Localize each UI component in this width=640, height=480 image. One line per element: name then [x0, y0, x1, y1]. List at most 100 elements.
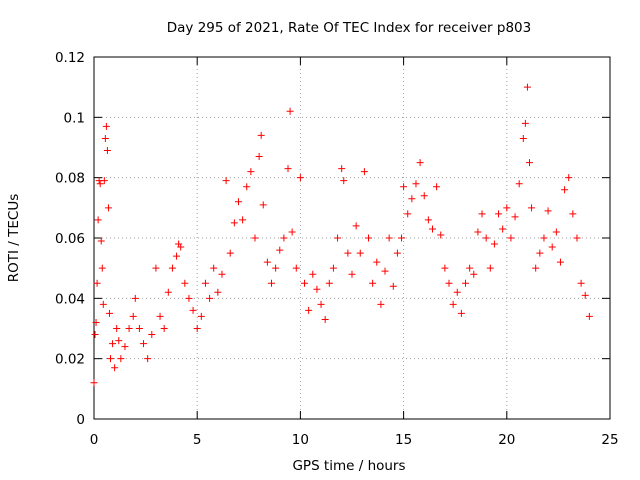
data-points: [90, 83, 593, 387]
data-point: [552, 228, 560, 236]
data-point: [528, 204, 536, 212]
data-point: [457, 309, 465, 317]
data-point: [121, 343, 129, 351]
data-point: [441, 264, 449, 272]
data-point: [369, 279, 377, 287]
data-point: [214, 288, 222, 296]
data-point: [156, 312, 164, 320]
data-point: [201, 279, 209, 287]
data-point: [569, 210, 577, 218]
data-point: [393, 249, 401, 257]
data-point: [329, 264, 337, 272]
data-point: [377, 300, 385, 308]
data-point: [511, 213, 519, 221]
data-point: [148, 331, 156, 339]
data-point: [301, 279, 309, 287]
data-point: [340, 177, 348, 185]
data-point: [94, 216, 102, 224]
data-point: [125, 325, 133, 332]
data-point: [437, 231, 445, 239]
data-point: [317, 300, 325, 308]
data-point: [101, 134, 109, 142]
data-point: [499, 225, 507, 233]
data-point: [360, 168, 368, 176]
data-point: [398, 234, 406, 242]
data-point: [548, 243, 556, 251]
data-point: [561, 186, 569, 194]
data-point: [544, 207, 552, 215]
data-point: [251, 234, 259, 242]
data-point: [96, 180, 104, 188]
data-point: [466, 264, 474, 272]
y-tick-label: 0.12: [55, 50, 85, 66]
data-point: [536, 249, 544, 257]
data-point: [105, 309, 113, 317]
data-point: [478, 210, 486, 218]
data-point: [585, 312, 593, 320]
data-point: [348, 270, 356, 278]
data-point: [404, 210, 412, 218]
data-point: [453, 288, 461, 296]
data-point: [99, 300, 107, 308]
data-point: [305, 306, 313, 314]
data-point: [521, 119, 529, 127]
data-point: [389, 282, 397, 290]
data-point: [292, 264, 300, 272]
data-point: [234, 198, 242, 206]
data-point: [239, 216, 247, 224]
data-point: [433, 183, 441, 191]
data-point: [144, 355, 152, 363]
data-point: [296, 174, 304, 182]
data-point: [181, 279, 189, 287]
data-point: [189, 306, 197, 314]
grid-lines: [94, 57, 610, 419]
data-point: [90, 379, 98, 387]
data-point: [532, 264, 540, 272]
data-point: [385, 234, 393, 242]
data-point: [135, 325, 143, 332]
data-point: [226, 249, 234, 257]
data-point: [573, 234, 581, 242]
data-point: [104, 204, 112, 212]
data-point: [503, 204, 511, 212]
data-point: [115, 337, 123, 345]
x-tick-label: 10: [292, 432, 309, 448]
data-point: [373, 258, 381, 266]
data-point: [408, 195, 416, 203]
data-point: [523, 83, 531, 91]
data-point: [259, 201, 267, 209]
data-point: [129, 312, 137, 320]
y-tick-label: 0.08: [55, 171, 85, 187]
data-point: [412, 180, 420, 188]
data-point: [168, 264, 176, 272]
data-point: [276, 246, 284, 254]
data-point: [313, 285, 321, 293]
data-point: [321, 315, 329, 323]
data-point: [309, 270, 317, 278]
data-point: [515, 180, 523, 188]
data-point: [160, 325, 168, 332]
data-point: [152, 264, 160, 272]
data-point: [352, 222, 360, 230]
data-point: [526, 159, 534, 167]
data-point: [470, 270, 478, 278]
data-point: [495, 210, 503, 218]
data-point: [230, 219, 238, 227]
data-point: [257, 131, 265, 139]
y-tick-label: 0.02: [55, 352, 85, 368]
data-point: [581, 291, 589, 299]
data-point: [449, 300, 457, 308]
data-point: [286, 107, 294, 115]
data-point: [164, 288, 172, 296]
x-axis-label: GPS time / hours: [292, 458, 405, 474]
data-point: [474, 228, 482, 236]
data-point: [177, 243, 185, 251]
data-point: [482, 234, 490, 242]
x-tick-label: 20: [498, 432, 515, 448]
data-point: [416, 159, 424, 167]
data-point: [210, 264, 218, 272]
x-tick-label: 25: [601, 432, 618, 448]
y-tick-label: 0: [76, 412, 85, 428]
data-point: [519, 134, 527, 142]
data-point: [284, 165, 292, 173]
